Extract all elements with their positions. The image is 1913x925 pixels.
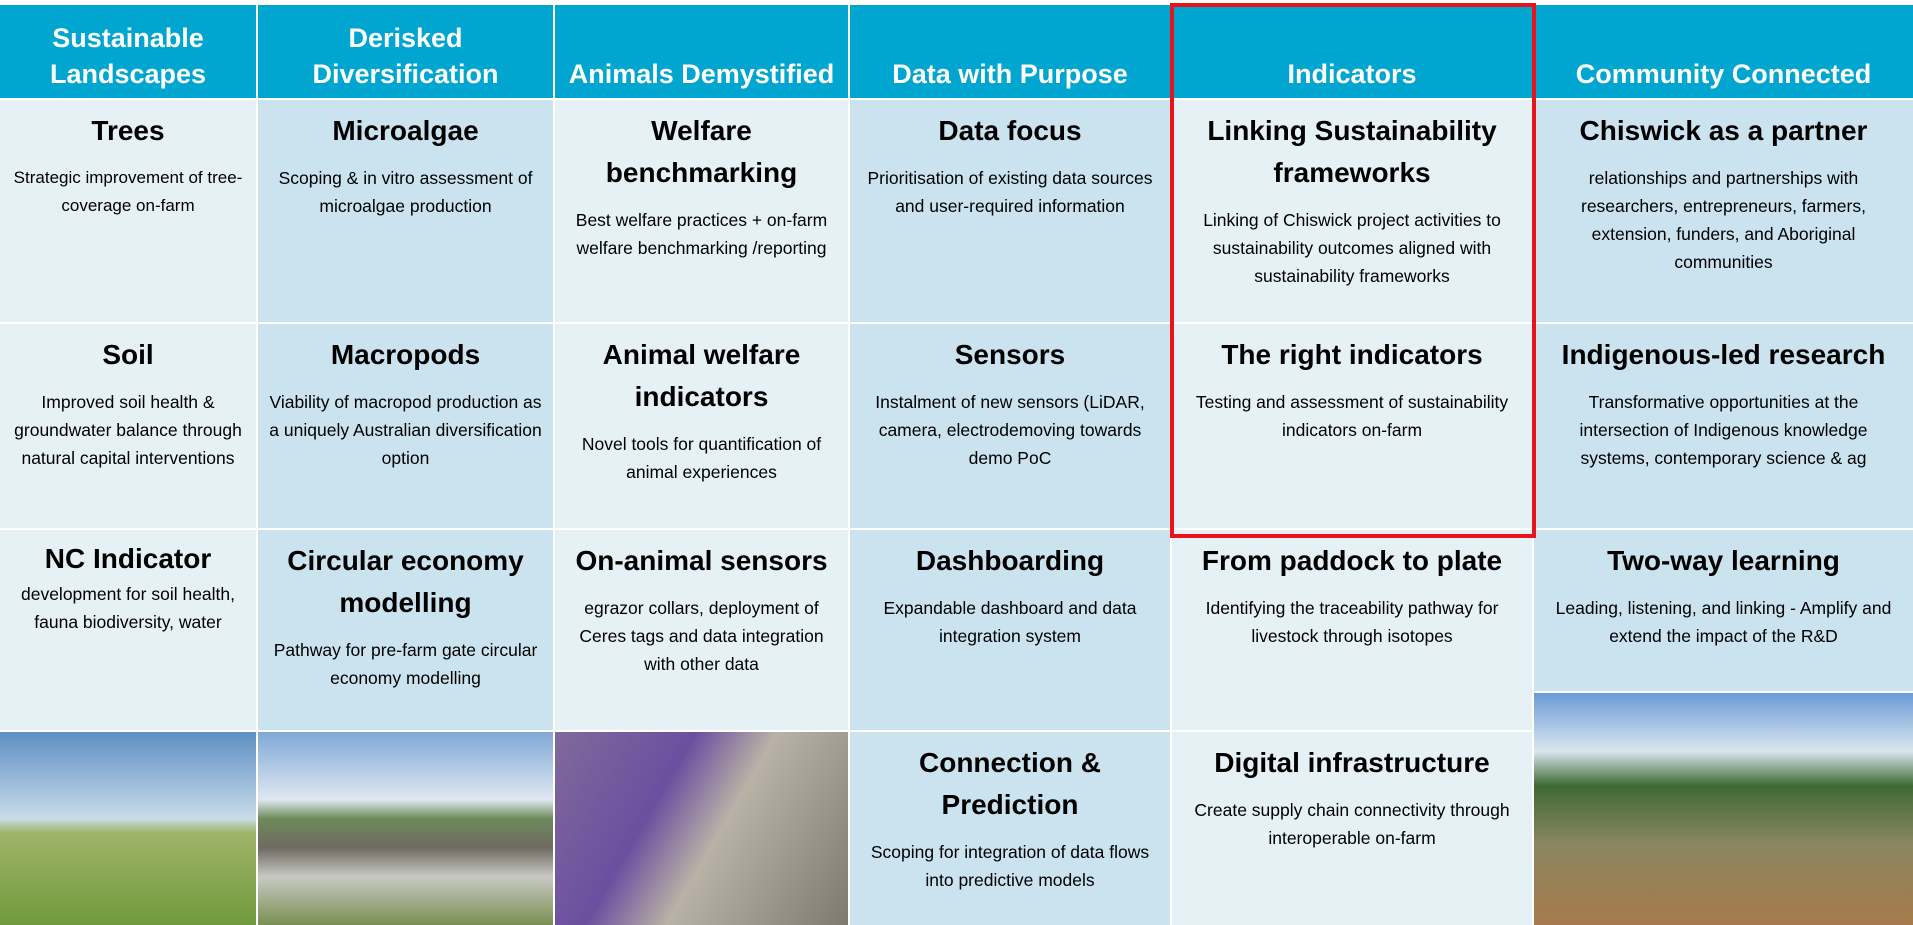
cell-text: Transformative opportunities at the inte… [1579, 392, 1868, 468]
column-header: Community Connected [1534, 5, 1913, 98]
photo [555, 732, 848, 925]
cell-text: Linking of Chiswick project activities t… [1203, 210, 1501, 286]
cell-title: Connection & Prediction [919, 747, 1101, 820]
cell-text: Strategic improvement of tree-coverage o… [13, 168, 243, 215]
column-header: Data with Purpose [850, 5, 1170, 98]
cell-text: Scoping & in vitro assessment of microal… [278, 168, 533, 216]
cell-title: On-animal sensors [575, 545, 828, 576]
cell-title: Circular economy modelling [287, 545, 524, 618]
cell: Connection & Prediction Scoping for integ… [850, 732, 1170, 925]
cell: Circular economy modelling Pathway for pr… [258, 530, 553, 730]
cell-text: Testing and assessment of sustainability… [1195, 392, 1509, 440]
cell: Digital infrastructure Create supply chai… [1172, 732, 1532, 925]
header-text: Data with Purpose [892, 59, 1128, 89]
header-text: Community Connected [1575, 59, 1872, 89]
cell: Animal welfare indicators Novel tools for… [555, 324, 848, 528]
cell-title: Trees [91, 115, 165, 146]
header-text: Animals Demystified [568, 59, 835, 89]
cell-title: From paddock to plate [1201, 545, 1503, 576]
cell-text: Pathway for pre-farm gate circular econo… [273, 640, 538, 688]
cell: Microalgae Scoping & in vitro assessment … [258, 100, 553, 322]
photo [1534, 693, 1913, 925]
cell-text: relationships and partnerships with rese… [1581, 168, 1866, 272]
column-header: Sustainable Landscapes [0, 5, 256, 98]
cell: Sensors Instalment of new sensors (LiDAR,… [850, 324, 1170, 528]
cell-text: egrazor collars, deployment of Ceres tag… [579, 598, 824, 674]
column-header: Animals Demystified [555, 5, 848, 98]
cell-text: Expandable dashboard and data integratio… [883, 598, 1137, 646]
cell: Chiswick as a partner relationships and p… [1534, 100, 1913, 322]
cell: Macropods Viability of macropod productio… [258, 324, 553, 528]
cell-text: Prioritisation of existing data sources … [867, 168, 1153, 216]
cell-title: The right indicators [1221, 339, 1483, 370]
column-header: Indicators [1172, 5, 1532, 98]
cell-title: NC Indicator [44, 543, 212, 574]
cell: Indigenous-led research Transformative op… [1534, 324, 1913, 528]
cell-title: Sensors [954, 339, 1066, 370]
photo [0, 732, 256, 925]
column-header: Derisked Diversification [258, 5, 553, 98]
cell-text: Novel tools for quantification of animal… [581, 434, 822, 482]
cell-title: Microalgae [332, 115, 479, 146]
cell: Welfare benchmarking Best welfare practic… [555, 100, 848, 322]
cell-text: Improved soil health & groundwater balan… [14, 392, 242, 468]
cell: Data focus Prioritisation of existing dat… [850, 100, 1170, 322]
cell-title: Dashboarding [915, 545, 1105, 576]
cell: From paddock to plate Identifying the tra… [1172, 530, 1532, 730]
cell-title: Welfare benchmarking [605, 115, 798, 188]
cell-title: Linking Sustainability frameworks [1207, 115, 1497, 188]
cell: NC Indicator development for soil health,… [0, 530, 256, 730]
header-text: Sustainable Landscapes [49, 23, 207, 89]
header-text: Indicators [1287, 59, 1417, 89]
cell-title: Digital infrastructure [1214, 747, 1490, 778]
cell: Trees Strategic improvement of tree-cover… [0, 100, 256, 322]
cell-text: Create supply chain connectivity through… [1194, 800, 1510, 848]
cell-title: Animal welfare indicators [602, 339, 801, 412]
header-text: Derisked Diversification [312, 23, 499, 89]
cell: Dashboarding Expandable dashboard and dat… [850, 530, 1170, 730]
cell: Soil Improved soil health & groundwater b… [0, 324, 256, 528]
cell-title: Chiswick as a partner [1579, 115, 1868, 146]
cell-text: Scoping for integration of data flows in… [870, 842, 1150, 890]
photo [258, 732, 553, 925]
cell-title: Two-way learning [1607, 545, 1840, 576]
cell: On-animal sensors egrazor collars, deploy… [555, 530, 848, 730]
cell-text: development for soil health, fauna biodi… [20, 584, 236, 632]
cell-text: Leading, listening, and linking - Amplif… [1555, 598, 1892, 646]
cell-title: Macropods [330, 339, 481, 370]
cell-text: Instalment of new sensors (LiDAR, camera… [875, 392, 1145, 468]
cell: Linking Sustainability frameworks Linking… [1172, 100, 1532, 322]
cell: Two-way learning Leading, listening, and … [1534, 530, 1913, 691]
cell-title: Data focus [938, 115, 1082, 146]
cell-text: Viability of macropod production as a un… [269, 392, 542, 468]
cell: The right indicators Testing and assessme… [1172, 324, 1532, 528]
cell-title: Soil [102, 339, 154, 370]
cell-title: Indigenous-led research [1561, 339, 1886, 370]
cell-text: Best welfare practices + on-farm welfare… [575, 210, 828, 258]
cell-text: Identifying the traceability pathway for… [1205, 598, 1499, 646]
